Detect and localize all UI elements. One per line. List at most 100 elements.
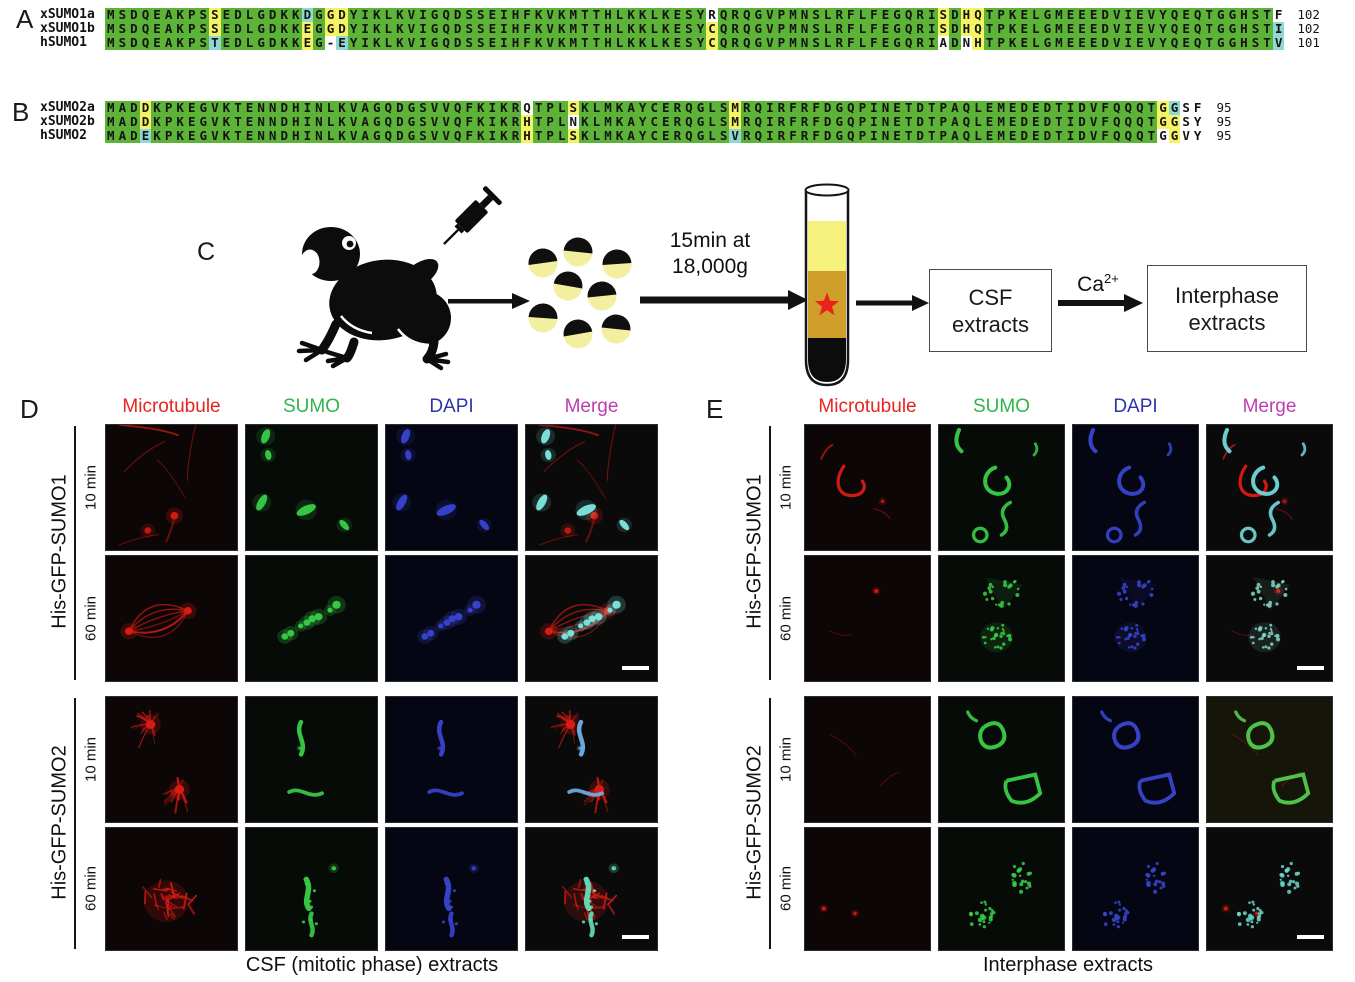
time-label: 10 min bbox=[82, 736, 100, 782]
residue-count: 95 bbox=[1216, 114, 1232, 129]
micrograph-d-row2-sumo bbox=[245, 555, 378, 682]
sequence-name: xSUMO1b bbox=[40, 21, 95, 36]
micrograph-d-row4-microtubule bbox=[105, 827, 238, 951]
group-label-his-gfp-sumo2: His-GFP-SUMO2 bbox=[743, 744, 766, 900]
group-underline bbox=[769, 426, 771, 680]
sequence-name: xSUMO1a bbox=[40, 7, 95, 22]
centrifugation-label: 15min at 18,000g bbox=[648, 228, 772, 280]
workflow-diagram bbox=[296, 183, 1143, 387]
sequence-name: xSUMO2b bbox=[40, 114, 95, 129]
group-label-his-gfp-sumo1: His-GFP-SUMO1 bbox=[743, 474, 766, 629]
column-header-sumo: SUMO bbox=[283, 396, 340, 417]
calcium-label: Ca2+ bbox=[1062, 266, 1134, 298]
centrifuge-tube-icon bbox=[804, 183, 850, 387]
sequence-name: hSUMO2 bbox=[40, 128, 87, 143]
alignment-row-hSUMO1: hSUMO1 M S D Q E A K P S T E D L G D K K E G - E Y I K L K V I G Q D S S E… bbox=[40, 35, 1320, 50]
panel-label-e: E bbox=[706, 394, 724, 424]
column-header-merge: Merge bbox=[564, 396, 619, 417]
scale-bar bbox=[622, 935, 649, 939]
group-underline bbox=[74, 698, 76, 949]
micrograph-e-row2-microtubule bbox=[804, 555, 931, 682]
residue-count: 95 bbox=[1216, 100, 1232, 115]
group-label-his-gfp-sumo1: His-GFP-SUMO1 bbox=[48, 474, 71, 629]
micrograph-d-row2-microtubule bbox=[105, 555, 238, 682]
micrograph-e-row1-sumo bbox=[938, 424, 1065, 551]
column-header-sumo: SUMO bbox=[973, 396, 1030, 417]
time-label: 60 min bbox=[777, 595, 795, 641]
csf-box-line2: extracts bbox=[951, 311, 1030, 337]
time-label: 60 min bbox=[777, 865, 795, 912]
interphase-extracts-box: Interphase extracts bbox=[1147, 265, 1307, 352]
panel-label-b: B bbox=[12, 97, 30, 127]
column-header-merge: Merge bbox=[1242, 396, 1297, 417]
micrograph-e-row3-merge bbox=[1206, 696, 1333, 823]
micrograph-e-row4-microtubule bbox=[804, 827, 931, 951]
micrograph-e-row4-sumo bbox=[938, 827, 1065, 951]
time-label: 60 min bbox=[82, 595, 100, 641]
micrograph-d-row2-dapi bbox=[385, 555, 518, 682]
arrow-icon bbox=[856, 295, 929, 311]
micrograph-d-row2-merge bbox=[525, 555, 658, 682]
micrograph-e-row3-sumo bbox=[938, 696, 1065, 823]
interphase-box-line1: Interphase bbox=[1175, 282, 1279, 308]
csf-box-line1: CSF bbox=[968, 284, 1013, 310]
micrograph-e-row2-dapi bbox=[1072, 555, 1199, 682]
star-icon bbox=[814, 292, 840, 316]
time-label: 10 min bbox=[82, 464, 100, 510]
alignment-row-hSUMO2: hSUMO2 M A D E K P K E G V K T E N N D H I N L K V A G Q D G S V V Q F K I… bbox=[40, 128, 1232, 143]
micrograph-d-row4-sumo bbox=[245, 827, 378, 951]
micrograph-d-row3-dapi bbox=[385, 696, 518, 823]
arrow-icon bbox=[640, 290, 808, 310]
syringe-icon bbox=[443, 186, 502, 245]
scale-bar bbox=[622, 666, 649, 670]
calcium-superscript: 2+ bbox=[1104, 271, 1119, 286]
centrifugation-line1: 15min at bbox=[669, 229, 751, 252]
alignment-row-xSUMO1b: xSUMO1b M S D Q E A K P S S E D L G D K K E G G D Y I K L K V I G Q D S S… bbox=[40, 21, 1320, 36]
frog-icon bbox=[296, 227, 451, 371]
group-label-his-gfp-sumo2: His-GFP-SUMO2 bbox=[48, 744, 71, 900]
micrograph-e-row4-dapi bbox=[1072, 827, 1199, 951]
arrow-icon bbox=[1058, 294, 1143, 312]
scale-bar bbox=[1297, 666, 1324, 670]
centrifugation-line2: 18,000g bbox=[672, 255, 748, 278]
micrograph-e-row4-merge bbox=[1206, 827, 1333, 951]
column-header-dapi: DAPI bbox=[429, 396, 474, 417]
column-header-microtubule: Microtubule bbox=[818, 396, 917, 417]
micrograph-e-row2-sumo bbox=[938, 555, 1065, 682]
micrograph-e-row2-merge bbox=[1206, 555, 1333, 682]
alignment-row-xSUMO1a: xSUMO1a M S D Q E A K P S S E D L G D K K D G G D Y I K L K V I G Q D S S… bbox=[40, 7, 1320, 22]
micrograph-e-row1-merge bbox=[1206, 424, 1333, 551]
time-label: 10 min bbox=[777, 464, 795, 510]
column-header-microtubule: Microtubule bbox=[122, 396, 221, 417]
micrograph-d-row1-sumo bbox=[245, 424, 378, 551]
panel-label-a: A bbox=[16, 4, 34, 34]
micrograph-e-row3-dapi bbox=[1072, 696, 1199, 823]
panel-label-d: D bbox=[20, 394, 39, 424]
micrograph-e-row1-microtubule bbox=[804, 424, 931, 551]
group-underline bbox=[769, 698, 771, 949]
alignment-row-xSUMO2a: xSUMO2a M A D D K P K E G V K T E N N D H I N L K V A G Q D G S V V Q F K… bbox=[40, 100, 1232, 115]
residue-count: 102 bbox=[1297, 7, 1320, 22]
micrograph-d-row3-microtubule bbox=[105, 696, 238, 823]
csf-extracts-box: CSF extracts bbox=[929, 269, 1052, 352]
micrograph-d-row4-dapi bbox=[385, 827, 518, 951]
arrow-icon bbox=[448, 293, 530, 309]
alignment-row-xSUMO2b: xSUMO2b M A D D K P K E G V K T E N N D H I N L K V A G Q D G S V V Q F K… bbox=[40, 114, 1232, 129]
calcium-text: Ca bbox=[1077, 273, 1105, 296]
micrograph-d-row3-merge bbox=[525, 696, 658, 823]
panel-label-c: C bbox=[197, 238, 216, 266]
sequence-name: xSUMO2a bbox=[40, 100, 95, 115]
figure-caption-d: CSF (mitotic phase) extracts bbox=[245, 954, 499, 976]
figure-caption-e: Interphase extracts bbox=[982, 954, 1154, 976]
sequence-name: hSUMO1 bbox=[40, 35, 87, 50]
micrograph-d-row4-merge bbox=[525, 827, 658, 951]
micrograph-d-row1-microtubule bbox=[105, 424, 238, 551]
egg-cluster-icon bbox=[528, 237, 632, 349]
time-label: 10 min bbox=[777, 736, 795, 782]
group-underline bbox=[74, 426, 76, 680]
interphase-box-line2: extracts bbox=[1188, 309, 1266, 335]
residue-count: 95 bbox=[1216, 128, 1232, 143]
micrograph-e-row1-dapi bbox=[1072, 424, 1199, 551]
residue-count: 101 bbox=[1297, 35, 1320, 50]
